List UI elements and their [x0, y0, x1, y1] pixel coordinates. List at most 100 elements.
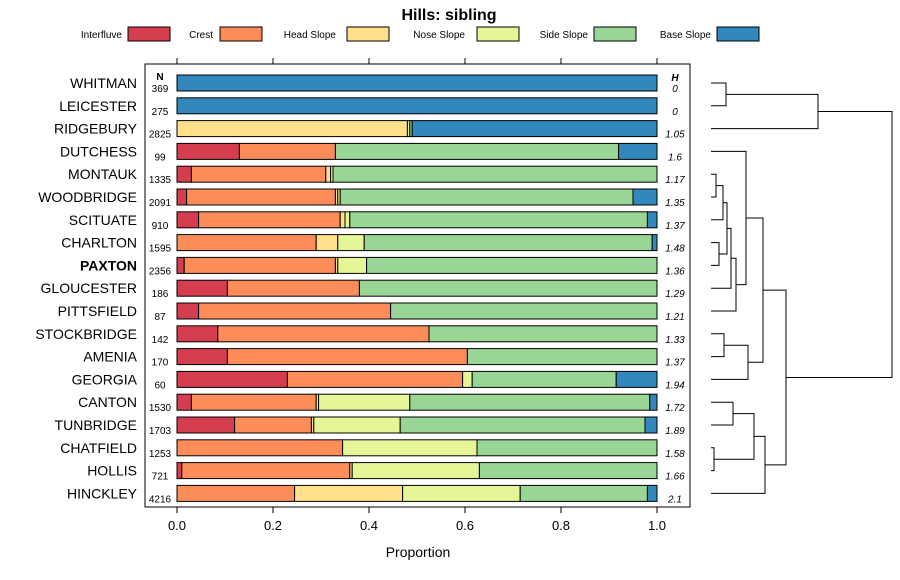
bar-segment: [176, 256, 185, 274]
rows: WHITMAN 369 0 LEICESTER 275 0 RIDGEBURY 2825 1.0…: [35, 74, 685, 505]
dendrogram-link: [711, 242, 720, 266]
bar-segment: [318, 393, 411, 411]
row-n: 142: [152, 335, 169, 346]
dendrogram-link: [711, 93, 819, 130]
bar-segment: [190, 165, 327, 183]
row-label: TUNBRIDGE: [55, 417, 137, 433]
bar-segment: [339, 211, 346, 229]
plot-panel-border: [144, 63, 691, 508]
row-n: 60: [154, 380, 166, 391]
bar-segment: [349, 211, 648, 229]
row-h: 1.33: [665, 335, 685, 346]
row-h: 0: [672, 107, 678, 118]
bar-segment: [358, 279, 658, 297]
bar-segment: [462, 370, 473, 388]
dendrogram-link: [711, 447, 715, 472]
bar-segment: [176, 302, 200, 320]
bar-segment: [186, 188, 336, 206]
row-label: RIDGEBURY: [54, 121, 138, 137]
bar-segment: [363, 234, 653, 252]
bar-segment: [646, 211, 658, 229]
x-tick-label: 0.8: [552, 518, 570, 533]
dendrogram-link: [786, 111, 893, 379]
bar-segment: [226, 279, 360, 297]
x-tick-label: 1.0: [648, 518, 666, 533]
bar-segment: [337, 256, 368, 274]
row-h: 1.72: [665, 403, 685, 414]
bar-segment: [238, 142, 336, 160]
bar-segment: [176, 348, 228, 366]
row-n: 1253: [149, 449, 172, 460]
row-label: STOCKBRIDGE: [35, 326, 137, 342]
bar-segment: [471, 370, 617, 388]
row-h: 1.48: [665, 244, 685, 255]
row-label: GEORGIA: [72, 371, 138, 387]
bar-segment: [181, 462, 351, 480]
row-label: LEICESTER: [59, 98, 137, 114]
bar-segment: [176, 188, 188, 206]
bar-segment: [332, 165, 658, 183]
bar-segment: [646, 484, 658, 502]
row-n: 2356: [149, 266, 172, 277]
row-n: 369: [152, 84, 169, 95]
row-h: 1.6: [668, 152, 682, 163]
bar-segment: [198, 302, 392, 320]
bar-segment: [644, 416, 658, 434]
bar-segment: [183, 256, 336, 274]
dendrogram-link: [711, 150, 747, 286]
bar-segment: [176, 74, 658, 92]
legend-label: Base Slope: [660, 30, 712, 41]
row-h: 1.37: [665, 358, 685, 369]
row-label: AMENIA: [83, 349, 137, 365]
dendrogram-link: [711, 401, 734, 426]
x-tick-label: 0.2: [264, 518, 282, 533]
bar-segment: [411, 120, 658, 138]
row-n: 186: [152, 289, 169, 300]
dendrogram-link: [711, 82, 727, 107]
bar-segment: [325, 165, 332, 183]
x-tick-label: 0.0: [168, 518, 186, 533]
legend-label: Side Slope: [540, 30, 589, 41]
bar-segment: [176, 370, 288, 388]
dendrogram-link: [711, 344, 749, 380]
legend-swatch: [476, 26, 520, 42]
legend-swatch: [219, 26, 263, 42]
x-axis: 0.0 0.2 0.4 0.6 0.8 1.0: [168, 58, 666, 533]
bar-segment: [334, 142, 620, 160]
bar-segment: [294, 484, 404, 502]
row-h: 1.35: [665, 198, 685, 209]
dendrogram-link: [763, 289, 787, 466]
row-h: 1.89: [665, 426, 685, 437]
bar-segment: [651, 234, 658, 252]
bar-segment: [478, 462, 658, 480]
bar-segment: [466, 348, 658, 366]
bar-segment: [390, 302, 658, 320]
dendrogram-link: [711, 435, 766, 494]
row-n: 87: [154, 312, 166, 323]
bar-segment: [226, 348, 468, 366]
dendrogram-link: [711, 173, 717, 198]
bar-segment: [198, 211, 341, 229]
bar-segment: [176, 279, 228, 297]
dendrogram-link: [711, 227, 732, 289]
chart-title: Hills: sibling: [401, 7, 496, 24]
row-label: DUTCHESS: [60, 143, 137, 159]
row-h: 1.37: [665, 221, 685, 232]
bar-segment: [615, 370, 658, 388]
legend-swatch: [593, 26, 637, 42]
row-label: PAXTON: [80, 257, 137, 273]
legend: Interfluve Crest Head Slope Nose Slope Side …: [81, 26, 760, 42]
legend-swatch: [346, 26, 390, 42]
x-tick-label: 0.6: [456, 518, 474, 533]
h-column-header: H: [671, 73, 679, 84]
row-h: 2.1: [667, 494, 682, 505]
bar-segment: [176, 416, 236, 434]
legend-swatch: [127, 26, 171, 42]
bar-segment: [176, 234, 317, 252]
bar-segment: [649, 393, 658, 411]
row-n: 1595: [149, 244, 172, 255]
bar-segment: [176, 142, 240, 160]
row-label: WHITMAN: [70, 75, 137, 91]
bar-segment: [176, 165, 192, 183]
